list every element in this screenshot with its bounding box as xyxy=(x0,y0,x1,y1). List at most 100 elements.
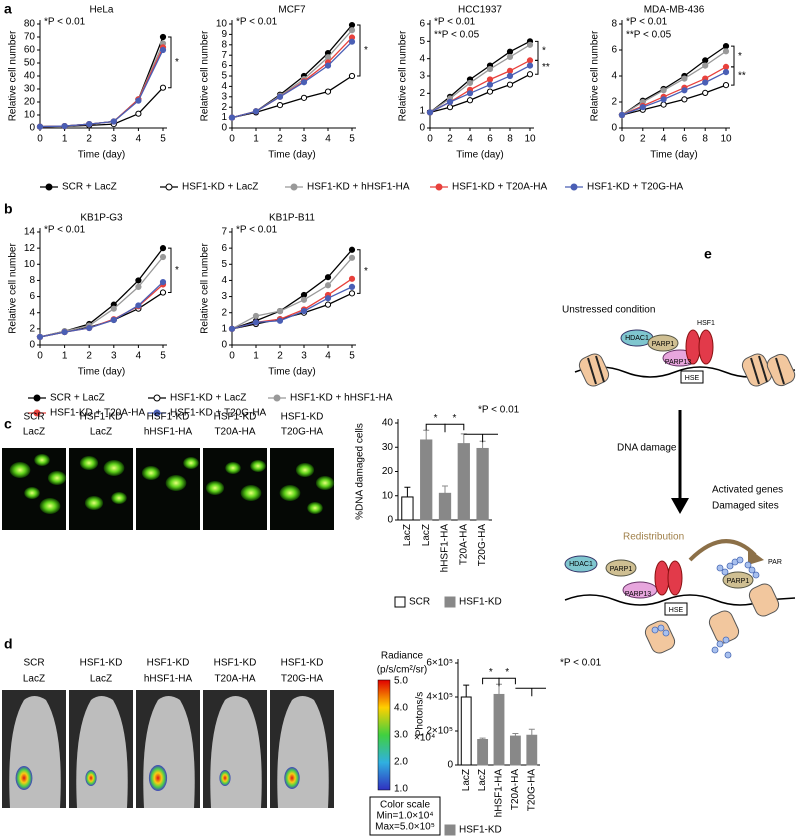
data-point xyxy=(252,108,260,115)
bar xyxy=(420,439,433,521)
scale-box xyxy=(369,796,441,836)
legend-marker xyxy=(273,394,281,402)
x-tick-label: 4 xyxy=(325,134,331,145)
x-tick-label: 1 xyxy=(253,351,259,362)
legend-label: HSF1-KD + LacZ xyxy=(182,182,258,193)
series-line xyxy=(231,286,353,330)
data-point xyxy=(300,94,308,101)
data-point xyxy=(722,63,730,71)
y-tick-label: 2 xyxy=(419,88,425,99)
colorbar-label: 3.0 xyxy=(394,730,408,741)
data-point xyxy=(159,33,167,41)
bracket-label: ** xyxy=(542,62,550,73)
y-tick-label: 30 xyxy=(24,84,36,95)
parp1 xyxy=(647,334,679,352)
signal xyxy=(219,770,231,786)
arrow-head xyxy=(671,498,689,514)
x-tick-label: 3 xyxy=(301,351,307,362)
panel-label: c xyxy=(4,416,12,432)
series-line xyxy=(231,278,353,330)
data-point xyxy=(466,90,474,97)
hse-box xyxy=(680,370,704,384)
bracket-label: * xyxy=(738,51,742,62)
data-point xyxy=(702,62,709,69)
y-tick-label: 1 xyxy=(419,105,425,116)
x-tick-label: 5 xyxy=(349,134,355,145)
y-tick-label: 60 xyxy=(24,45,36,56)
y-tick-label: 80 xyxy=(24,19,36,30)
bar xyxy=(460,696,472,766)
y-tick-label: 50 xyxy=(24,58,36,69)
data-point xyxy=(426,109,434,116)
data-point xyxy=(110,118,117,125)
x-axis-label: Time (day) xyxy=(78,367,125,378)
series-line xyxy=(39,283,164,338)
panel-label: d xyxy=(4,636,13,652)
bracket xyxy=(482,677,500,685)
image-label: HSF1-KD xyxy=(214,412,257,423)
hsf1 xyxy=(654,560,670,596)
bar xyxy=(438,492,452,521)
bracket-label: * xyxy=(434,413,438,424)
bar xyxy=(493,693,505,766)
x-tick-label: 0 xyxy=(37,134,43,145)
diagram-text: HSE xyxy=(685,375,700,382)
x-tick-label: LacZ xyxy=(477,769,488,791)
x-tick-label: LacZ xyxy=(461,769,472,791)
y-tick-label: 3 xyxy=(419,71,425,82)
data-point xyxy=(639,104,646,111)
data-point xyxy=(722,82,730,89)
data-point xyxy=(300,296,308,303)
bracket xyxy=(425,423,446,431)
x-tick-label: 6 xyxy=(682,134,688,145)
nucleosome xyxy=(708,610,740,644)
legend-marker xyxy=(33,409,41,417)
legend-marker xyxy=(435,183,443,191)
hsf1 xyxy=(698,329,714,365)
bracket-label: ** xyxy=(738,71,746,82)
data-point xyxy=(722,43,730,50)
diagram: Unstressed condition HDAC1 PARP1 PARP13 … xyxy=(562,305,796,659)
data-point xyxy=(300,308,308,315)
y-tick-label: 6 xyxy=(419,19,425,30)
data-point xyxy=(86,324,93,332)
y-axis-label: Relative cell number xyxy=(8,30,19,121)
comet xyxy=(225,462,241,474)
data-point xyxy=(702,79,709,86)
comet xyxy=(84,496,104,510)
y-tick-label: 2 xyxy=(611,97,617,108)
signal xyxy=(85,770,97,786)
y-tick-label: 0 xyxy=(447,760,453,771)
y-tick-label: 1 xyxy=(221,112,227,123)
data-point xyxy=(324,274,332,281)
x-tick-label: LacZ xyxy=(402,524,413,546)
hsf1 xyxy=(667,560,683,596)
series-line xyxy=(429,44,531,113)
image-label: SCR xyxy=(23,412,44,423)
bracket xyxy=(731,66,735,86)
annotation: *P < 0.01 xyxy=(236,17,278,28)
data-point xyxy=(324,54,332,61)
y-tick-label: 1 xyxy=(221,323,227,334)
series-line xyxy=(39,281,164,338)
comet xyxy=(47,471,67,485)
data-point xyxy=(252,319,260,326)
x-tick-label: 5 xyxy=(349,351,355,362)
y-tick-label: 20 xyxy=(382,466,394,477)
error-bar xyxy=(423,429,430,440)
hdac1 xyxy=(564,555,598,573)
data-point xyxy=(348,283,356,290)
series-line xyxy=(429,40,531,113)
data-point xyxy=(276,308,284,315)
data-point xyxy=(135,110,142,117)
data-point xyxy=(135,283,142,290)
data-point xyxy=(228,114,236,121)
nucleosome xyxy=(748,583,780,617)
x-tick-label: hHSF1-HA xyxy=(494,769,505,818)
data-point xyxy=(348,72,356,80)
series-line xyxy=(621,71,727,116)
series-line xyxy=(39,256,164,338)
data-point xyxy=(526,62,534,69)
x-tick-label: 10 xyxy=(524,134,536,145)
legend-label: HSF1-KD xyxy=(459,825,502,836)
